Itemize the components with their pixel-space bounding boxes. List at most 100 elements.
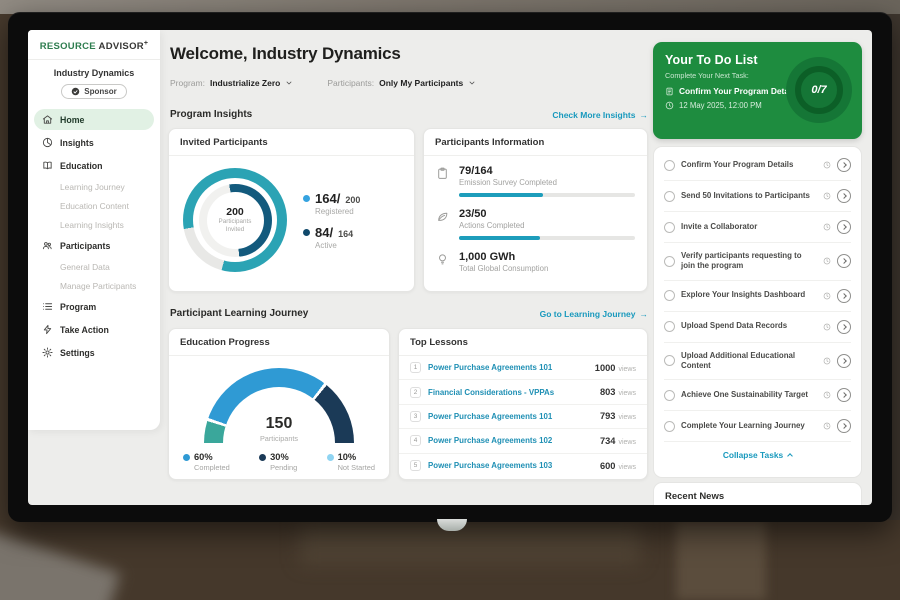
todo-item[interactable]: Upload Spend Data Records: [664, 312, 851, 343]
participants-dropdown[interactable]: Participants: Only My Participants: [327, 78, 476, 88]
participants-label: Participants:: [327, 78, 375, 88]
sidebar-item-take-action[interactable]: Take Action: [34, 319, 154, 340]
background-wall: [0, 0, 900, 14]
clock-icon: [823, 391, 831, 399]
clock-icon: [823, 223, 831, 231]
card-title: Participants Information: [424, 129, 647, 156]
todo-item[interactable]: Achieve One Sustainability Target: [664, 380, 851, 412]
todo-item[interactable]: Explore Your Insights Dashboard: [664, 281, 851, 312]
sidebar-item-participants[interactable]: Participants: [34, 235, 154, 256]
card-title: Top Lessons: [399, 329, 647, 356]
sidebar-item-general-data[interactable]: General Data: [60, 261, 110, 272]
todo-title: Your To Do List: [665, 53, 758, 67]
lesson-row[interactable]: 1 Power Purchase Agreements 101 1000 view…: [399, 356, 647, 381]
recent-news-card: Recent News: [653, 482, 862, 505]
sponsor-badge[interactable]: Sponsor: [61, 84, 127, 100]
lesson-link[interactable]: Power Purchase Agreements 102: [428, 436, 553, 446]
donut-center-value: 200: [226, 206, 244, 219]
checkbox-circle[interactable]: [664, 255, 675, 267]
consumption-bulb-icon: [436, 251, 450, 273]
todo-item[interactable]: Confirm Your Program Details: [664, 150, 851, 181]
lesson-row[interactable]: 5 Power Purchase Agreements 103 600 views: [399, 454, 647, 478]
program-dropdown[interactable]: Program: Industrialize Zero: [170, 78, 293, 88]
lesson-link[interactable]: Power Purchase Agreements 101: [428, 363, 553, 373]
chevron-right-button[interactable]: [837, 254, 851, 269]
divider: [28, 59, 160, 61]
chevron-right-button[interactable]: [837, 288, 851, 303]
checkbox-circle[interactable]: [664, 290, 675, 302]
org-name: Industry Dynamics: [53, 68, 135, 79]
checkbox-circle[interactable]: [664, 221, 675, 233]
sidebar-item-label: Home: [60, 114, 85, 125]
chevron-right-button[interactable]: [837, 158, 851, 172]
legend-not-started: 10% Not Started: [326, 452, 375, 472]
sidebar-item-learning-journey[interactable]: Learning Journey: [60, 181, 125, 192]
chevron-right-button[interactable]: [837, 353, 851, 368]
rank-badge: 3: [410, 410, 421, 422]
lesson-link[interactable]: Power Purchase Agreements 101: [428, 411, 553, 421]
go-to-learning-journey-link[interactable]: Go to Learning Journey →: [539, 308, 649, 319]
legend-active: 84/ 164 Active: [303, 225, 360, 250]
sidebar-item-education[interactable]: Education: [34, 155, 154, 176]
rank-badge: 4: [410, 435, 421, 447]
program-insights-header: Program Insights Check More Insights →: [170, 109, 648, 120]
chevron-right-button[interactable]: [837, 319, 851, 334]
checkbox-circle[interactable]: [664, 389, 675, 401]
checkbox-circle[interactable]: [664, 355, 675, 367]
sidebar-item-learning-insights[interactable]: Learning Insights: [60, 219, 124, 230]
todo-item[interactable]: Verify participants requesting to join t…: [664, 243, 851, 281]
todo-item[interactable]: Complete Your Learning Journey: [664, 411, 851, 443]
sidebar-item-home[interactable]: Home: [34, 109, 154, 131]
todo-hero-card: Your To Do List Complete Your Next Task:…: [653, 42, 862, 139]
todo-item[interactable]: Send 50 Invitations to Participants: [664, 181, 851, 212]
gauge-center-value: 150: [265, 415, 293, 432]
todo-item[interactable]: Invite a Collaborator: [664, 212, 851, 243]
chevron-down-icon: [285, 79, 293, 87]
collapse-tasks-link[interactable]: Collapse Tasks: [664, 442, 851, 464]
lesson-row[interactable]: 3 Power Purchase Agreements 101 793 views: [399, 405, 647, 430]
info-row-actions: 23/50 Actions Completed: [436, 208, 635, 240]
card-title: Education Progress: [169, 329, 389, 356]
gear-icon: [42, 347, 53, 358]
sidebar-item-education-content[interactable]: Education Content: [60, 200, 129, 211]
main-content: Welcome, Industry Dynamics Program: Indu…: [168, 30, 648, 505]
home-icon: [42, 114, 53, 125]
sidebar-item-manage-participants[interactable]: Manage Participants: [60, 280, 137, 291]
arrow-right-icon: →: [639, 308, 649, 319]
card-title: Invited Participants: [169, 129, 414, 156]
checkbox-circle[interactable]: [664, 321, 675, 333]
participants-information-card: Participants Information 79/164 Emission…: [423, 128, 648, 292]
sidebar-nav: Home Insights Education Learning Journey…: [28, 108, 160, 364]
sidebar-item-label: Education: [60, 160, 103, 171]
info-row-survey: 79/164 Emission Survey Completed: [436, 165, 635, 197]
lesson-link[interactable]: Power Purchase Agreements 103: [428, 461, 553, 471]
sidebar-item-program[interactable]: Program: [34, 296, 154, 317]
chevron-up-icon: [787, 453, 794, 459]
checkbox-circle[interactable]: [664, 420, 675, 432]
lesson-row[interactable]: 4 Power Purchase Agreements 102 734 views: [399, 429, 647, 454]
todo-progress-value: 0/7: [811, 84, 827, 96]
todo-subtitle: Complete Your Next Task:: [665, 71, 749, 80]
legend-registered: 164/ 200 Registered: [303, 191, 360, 216]
actions-progress-bar: [459, 236, 635, 240]
checkbox-circle[interactable]: [664, 159, 675, 171]
page-title: Welcome, Industry Dynamics: [170, 44, 401, 63]
todo-item[interactable]: Upload Additional Educational Content: [664, 343, 851, 381]
sidebar-item-settings[interactable]: Settings: [34, 342, 154, 363]
legend-completed: 60% Completed: [183, 452, 230, 472]
sidebar-item-label: Settings: [60, 347, 95, 358]
checkbox-circle[interactable]: [664, 190, 675, 202]
chevron-right-button[interactable]: [837, 189, 851, 203]
sidebar-item-insights[interactable]: Insights: [34, 132, 154, 153]
education-progress-card: Education Progress 150 Participants: [168, 328, 390, 480]
check-more-insights-link[interactable]: Check More Insights →: [552, 109, 648, 120]
chevron-right-button[interactable]: [837, 419, 851, 434]
program-value: Industrialize Zero: [209, 78, 281, 88]
program-icon: [42, 301, 53, 312]
legend-dot: [183, 453, 190, 461]
lesson-link[interactable]: Financial Considerations - VPPAs: [428, 387, 555, 397]
lesson-row[interactable]: 2 Financial Considerations - VPPAs 803 vi…: [399, 380, 647, 405]
chevron-right-button[interactable]: [837, 220, 851, 234]
chevron-right-button[interactable]: [837, 388, 851, 403]
